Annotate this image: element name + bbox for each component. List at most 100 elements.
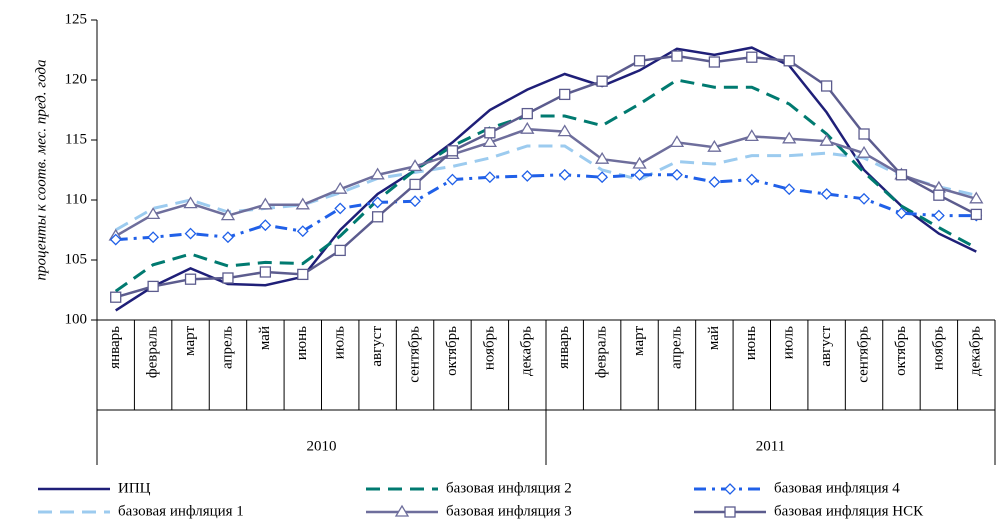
marker bbox=[520, 121, 535, 134]
marker bbox=[409, 195, 421, 208]
marker bbox=[334, 202, 347, 215]
marker bbox=[407, 159, 423, 172]
marker bbox=[222, 231, 234, 244]
marker bbox=[820, 80, 833, 92]
legend-label: базовая инфляция НСК bbox=[774, 503, 924, 519]
x-tick-label: сентябрь bbox=[855, 326, 871, 383]
y-axis-label: проценты к соотв. мес. пред. года bbox=[33, 60, 49, 281]
marker bbox=[969, 191, 984, 204]
marker bbox=[147, 231, 160, 244]
legend-item: базовая инфляция 1 bbox=[38, 503, 244, 519]
marker bbox=[970, 208, 982, 221]
legend-marker bbox=[394, 504, 410, 517]
x-tick-label: ноябрь bbox=[930, 326, 946, 370]
marker bbox=[858, 128, 870, 140]
marker bbox=[557, 124, 572, 137]
marker bbox=[258, 197, 273, 210]
x-tick-label: февраль bbox=[594, 326, 610, 378]
x-tick-label: май bbox=[706, 326, 722, 350]
marker bbox=[558, 168, 571, 181]
marker bbox=[708, 176, 721, 188]
marker bbox=[783, 55, 795, 67]
marker bbox=[296, 225, 309, 238]
marker bbox=[333, 181, 348, 194]
x-tick-label: декабрь bbox=[519, 326, 535, 376]
x-tick-label: октябрь bbox=[444, 326, 460, 376]
x-tick-label: апрель bbox=[219, 326, 235, 369]
series-line bbox=[114, 144, 977, 232]
series-line bbox=[114, 78, 978, 293]
marker bbox=[596, 75, 608, 87]
legend-item: ИПЦ bbox=[38, 480, 151, 496]
marker bbox=[671, 168, 683, 181]
marker bbox=[521, 107, 533, 120]
y-tick-label: 115 bbox=[65, 131, 87, 147]
x-tick-label: июль bbox=[332, 326, 348, 359]
x-tick-label: январь bbox=[107, 326, 123, 369]
marker bbox=[819, 133, 834, 146]
marker bbox=[483, 171, 496, 184]
series-line bbox=[115, 46, 977, 312]
y-tick-label: 120 bbox=[65, 71, 88, 87]
x-tick-label: июнь bbox=[294, 326, 310, 360]
x-tick-label: август bbox=[818, 326, 834, 367]
legend-item: базовая инфляция 2 bbox=[366, 480, 572, 496]
marker bbox=[295, 197, 310, 210]
marker bbox=[856, 145, 872, 158]
legend-label: ИПЦ bbox=[118, 480, 151, 496]
marker bbox=[895, 207, 908, 220]
x-tick-label: сентябрь bbox=[406, 326, 422, 383]
marker bbox=[746, 51, 758, 63]
marker bbox=[633, 168, 646, 181]
marker bbox=[184, 273, 197, 285]
marker bbox=[707, 139, 722, 152]
marker bbox=[183, 196, 198, 209]
marker bbox=[147, 280, 159, 293]
marker bbox=[220, 208, 236, 221]
x-tick-label: июнь bbox=[743, 326, 759, 360]
marker bbox=[633, 55, 646, 67]
y-tick-label: 100 bbox=[65, 311, 88, 327]
legend-label: базовая инфляция 3 bbox=[446, 503, 572, 519]
legend-label: базовая инфляция 2 bbox=[446, 480, 572, 496]
x-tick-label: март bbox=[182, 326, 198, 356]
legend-label: базовая инфляция 1 bbox=[118, 503, 244, 519]
marker bbox=[596, 171, 609, 184]
marker bbox=[933, 189, 945, 201]
marker bbox=[184, 227, 197, 240]
marker bbox=[145, 207, 161, 220]
marker bbox=[783, 183, 796, 196]
marker bbox=[744, 129, 759, 142]
year-label: 2010 bbox=[307, 438, 337, 454]
marker bbox=[669, 135, 685, 148]
legend-item: базовая инфляция 3 bbox=[366, 503, 572, 519]
marker bbox=[858, 192, 870, 205]
y-tick-label: 125 bbox=[65, 11, 88, 27]
x-tick-label: октябрь bbox=[893, 326, 909, 376]
x-tick-label: апрель bbox=[668, 326, 684, 369]
x-tick-label: июль bbox=[781, 326, 797, 359]
marker bbox=[632, 156, 647, 169]
marker bbox=[559, 88, 571, 101]
marker bbox=[745, 173, 758, 186]
marker bbox=[297, 268, 309, 281]
marker bbox=[594, 151, 610, 164]
x-tick-label: декабрь bbox=[968, 326, 984, 376]
x-tick-label: февраль bbox=[145, 326, 161, 378]
marker bbox=[222, 272, 234, 284]
legend-marker bbox=[724, 483, 736, 495]
marker bbox=[484, 127, 496, 139]
marker bbox=[259, 219, 272, 232]
marker bbox=[371, 211, 384, 223]
legend-label: базовая инфляция 4 bbox=[774, 480, 900, 496]
x-tick-label: май bbox=[257, 326, 273, 350]
x-tick-label: август bbox=[369, 326, 385, 367]
marker bbox=[671, 50, 683, 62]
series-line bbox=[115, 54, 977, 299]
y-tick-label: 105 bbox=[65, 251, 88, 267]
marker bbox=[334, 244, 346, 257]
x-tick-label: январь bbox=[556, 326, 572, 369]
marker bbox=[259, 266, 272, 278]
marker bbox=[820, 188, 833, 200]
